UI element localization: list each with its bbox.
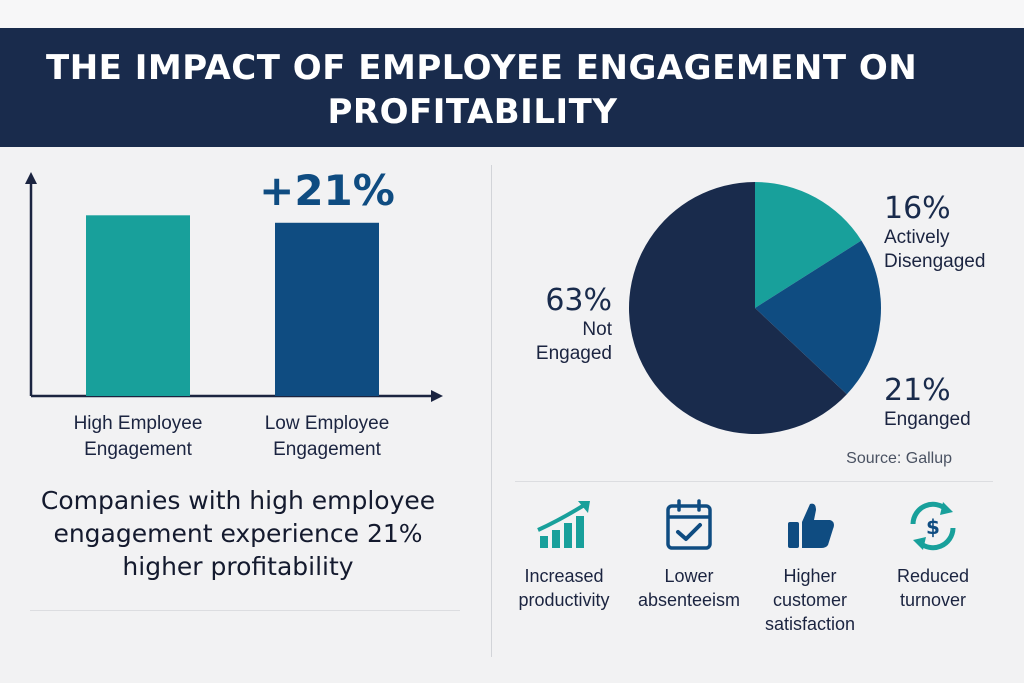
benefit-label: Increased productivity (518, 566, 610, 610)
bar-category-label: High Employee (74, 413, 203, 434)
source-note: Source: Gallup (846, 450, 952, 467)
pie-slice-label: Actively (884, 227, 950, 248)
benefit-label: Higher customer satisfaction (764, 566, 856, 634)
pie-slice-1 (755, 182, 862, 308)
benefit-productivity: Increased productivity (499, 496, 629, 612)
growth-chart-icon (537, 501, 590, 548)
top-strip (0, 0, 1024, 28)
benefit-label: Reduced turnover (896, 566, 970, 610)
pie-percent-label: 16% (884, 191, 951, 226)
pie-slice-label: Engaged (536, 343, 612, 364)
bar-2 (275, 222, 379, 396)
y-axis-arrow (25, 172, 37, 184)
benefit-turnover: $ Reduced turnover (868, 496, 998, 612)
benefits-divider (515, 481, 993, 482)
caption-text: Companies with high employee engagement … (40, 486, 436, 581)
caption-divider (30, 610, 460, 611)
pie-slice-3 (628, 181, 847, 434)
pie-percent-label: 63% (545, 283, 612, 318)
bar-chart: High Employee Engagement Low Employee Engag… (25, 166, 443, 460)
calendar-check-icon (666, 499, 712, 550)
benefit-satisfaction: Higher customer satisfaction (745, 496, 875, 636)
svg-text:$: $ (926, 515, 940, 539)
bar-category-label: Low Employee (265, 413, 390, 434)
bar-category-label: Engagement (84, 439, 192, 460)
pie-slice-label: Enganged (884, 409, 971, 430)
pie-slice-label: Disengaged (884, 251, 985, 272)
pie-percent-label: 21% (884, 373, 951, 408)
bar-1 (86, 215, 190, 396)
x-axis-arrow (431, 390, 443, 402)
benefit-absenteeism: Lower absenteeism (624, 496, 754, 612)
dollar-cycle-icon: $ (910, 501, 956, 551)
vertical-divider (491, 165, 492, 657)
bar-category-label: Engagement (273, 439, 381, 460)
pie-slice-2 (755, 240, 882, 395)
page-title-line-2: PROFITABILITY (327, 92, 618, 132)
pie-slice-label: Not (582, 319, 612, 340)
thumbs-up-icon (788, 503, 834, 548)
page-title-line-1: THE IMPACT OF EMPLOYEE ENGAGEMENT ON (46, 48, 918, 88)
benefit-label: Lower absenteeism (637, 566, 741, 610)
title-banner: THE IMPACT OF EMPLOYEE ENGAGEMENT ON PRO… (0, 28, 1024, 147)
bar-annotation: +21% (259, 166, 395, 215)
pie-chart: 16%Actively Disengaged 21%Enganged 63%Not En… (536, 181, 985, 467)
